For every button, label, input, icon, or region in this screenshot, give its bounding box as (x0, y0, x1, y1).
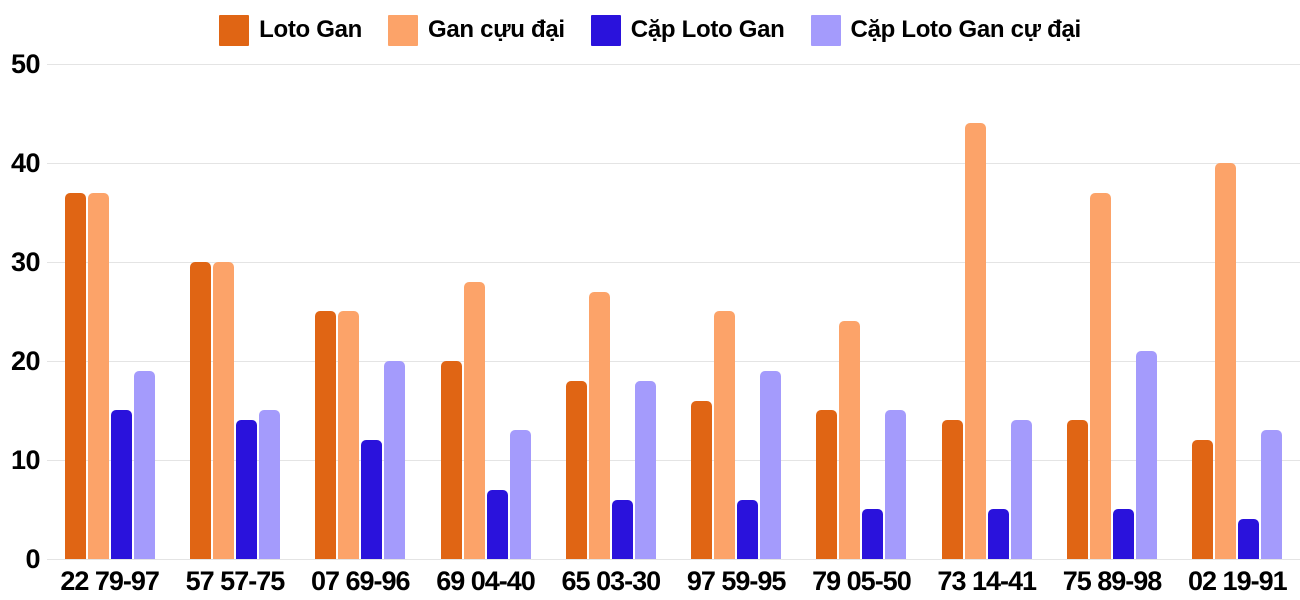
plot-area (47, 64, 1300, 559)
bar-series-3-cat-2[interactable] (384, 361, 406, 559)
y-tick-label: 50 (10, 49, 41, 79)
gridline (47, 163, 1300, 164)
y-tick-label: 40 (10, 148, 41, 178)
bar-series-2-cat-4[interactable] (611, 500, 633, 559)
gridline (47, 460, 1300, 461)
bar-series-2-cat-7[interactable] (987, 509, 1009, 559)
gridline (47, 64, 1300, 65)
x-axis-label-4: 65 03-30 (561, 566, 662, 596)
bar-series-0-cat-9[interactable] (1192, 440, 1214, 559)
bar-series-1-cat-2[interactable] (338, 311, 360, 559)
bar-series-0-cat-5[interactable] (691, 401, 713, 559)
chart-legend: Loto Gan Gan cựu đại Cặp Loto Gan Cặp Loto … (0, 13, 1300, 47)
bar-series-0-cat-4[interactable] (565, 381, 587, 559)
legend-swatch-icon (219, 14, 250, 46)
bar-group-4 (548, 64, 673, 559)
legend-swatch-icon (810, 14, 841, 46)
bar-series-2-cat-5[interactable] (737, 500, 759, 559)
y-tick-label: 0 (25, 544, 40, 574)
bar-series-0-cat-1[interactable] (189, 262, 211, 559)
y-tick-label: 20 (10, 346, 41, 376)
bar-series-0-cat-8[interactable] (1067, 420, 1089, 559)
bar-series-1-cat-6[interactable] (839, 321, 861, 559)
bar-series-1-cat-5[interactable] (714, 311, 736, 559)
bar-series-3-cat-1[interactable] (258, 410, 280, 559)
gridline (47, 559, 1300, 560)
bar-group-2 (298, 64, 423, 559)
legend-label: Loto Gan (259, 16, 363, 43)
bar-series-2-cat-2[interactable] (361, 440, 383, 559)
x-axis-label-3: 69 04-40 (436, 566, 536, 596)
bar-group-9 (1175, 64, 1300, 559)
bar-series-0-cat-3[interactable] (440, 361, 462, 559)
bar-series-0-cat-2[interactable] (315, 311, 337, 559)
bar-series-1-cat-8[interactable] (1090, 193, 1112, 559)
bar-series-0-cat-6[interactable] (816, 410, 838, 559)
legend-swatch-icon (388, 14, 419, 46)
bar-series-3-cat-9[interactable] (1261, 430, 1283, 559)
bar-series-1-cat-7[interactable] (964, 123, 986, 559)
gridline (47, 361, 1300, 362)
bar-series-3-cat-7[interactable] (1010, 420, 1032, 559)
bar-series-0-cat-7[interactable] (941, 420, 963, 559)
bar-group-5 (673, 64, 798, 559)
x-axis-label-2: 07 69-96 (310, 566, 411, 596)
bar-series-1-cat-0[interactable] (87, 193, 109, 559)
bar-series-1-cat-4[interactable] (588, 292, 610, 559)
bar-group-1 (172, 64, 297, 559)
legend-swatch-icon (590, 14, 621, 46)
legend-item-series-2[interactable]: Cặp Loto Gan (590, 14, 785, 46)
legend-item-series-0[interactable]: Loto Gan (219, 14, 363, 46)
legend-label: Cặp Loto Gan cự đại (850, 16, 1082, 43)
bar-series-2-cat-1[interactable] (235, 420, 257, 559)
x-axis-label-1: 57 57-75 (185, 566, 286, 596)
x-axis-label-7: 73 14-41 (937, 566, 1037, 596)
y-tick-label: 10 (10, 445, 41, 475)
legend-item-series-1[interactable]: Gan cựu đại (388, 14, 565, 46)
x-axis-label-8: 75 89-98 (1062, 566, 1163, 596)
bar-series-1-cat-1[interactable] (212, 262, 234, 559)
bar-series-3-cat-5[interactable] (760, 371, 782, 559)
x-axis-label-5: 97 59-95 (686, 566, 787, 596)
bar-group-8 (1049, 64, 1174, 559)
x-axis-label-6: 79 05-50 (812, 566, 912, 596)
x-axis-label-0: 22 79-97 (60, 566, 160, 596)
gridline (47, 262, 1300, 263)
bar-series-3-cat-4[interactable] (634, 381, 656, 559)
legend-label: Cặp Loto Gan (630, 16, 785, 43)
bar-series-2-cat-8[interactable] (1113, 509, 1135, 559)
bar-series-1-cat-9[interactable] (1215, 163, 1237, 559)
x-axis-label-9: 02 19-91 (1188, 566, 1288, 596)
bar-series-3-cat-3[interactable] (509, 430, 531, 559)
legend-label: Gan cựu đại (428, 16, 565, 43)
bar-series-1-cat-3[interactable] (463, 282, 485, 559)
bar-series-2-cat-9[interactable] (1238, 519, 1260, 559)
bar-group-0 (47, 64, 172, 559)
x-axis: 22 79-97 57 57-75 07 69-96 69 04-40 65 03-30… (47, 566, 1300, 598)
bar-series-3-cat-0[interactable] (133, 371, 155, 559)
bar-group-7 (924, 64, 1049, 559)
bar-series-3-cat-8[interactable] (1136, 351, 1158, 559)
bar-series-2-cat-0[interactable] (110, 410, 132, 559)
legend-item-series-3[interactable]: Cặp Loto Gan cự đại (810, 14, 1082, 46)
bar-series-3-cat-6[interactable] (885, 410, 907, 559)
bar-series-2-cat-6[interactable] (862, 509, 884, 559)
bar-series-2-cat-3[interactable] (486, 490, 508, 559)
bar-group-6 (799, 64, 924, 559)
y-tick-label: 30 (10, 247, 41, 277)
bar-group-3 (423, 64, 548, 559)
bar-series-0-cat-0[interactable] (64, 193, 86, 559)
